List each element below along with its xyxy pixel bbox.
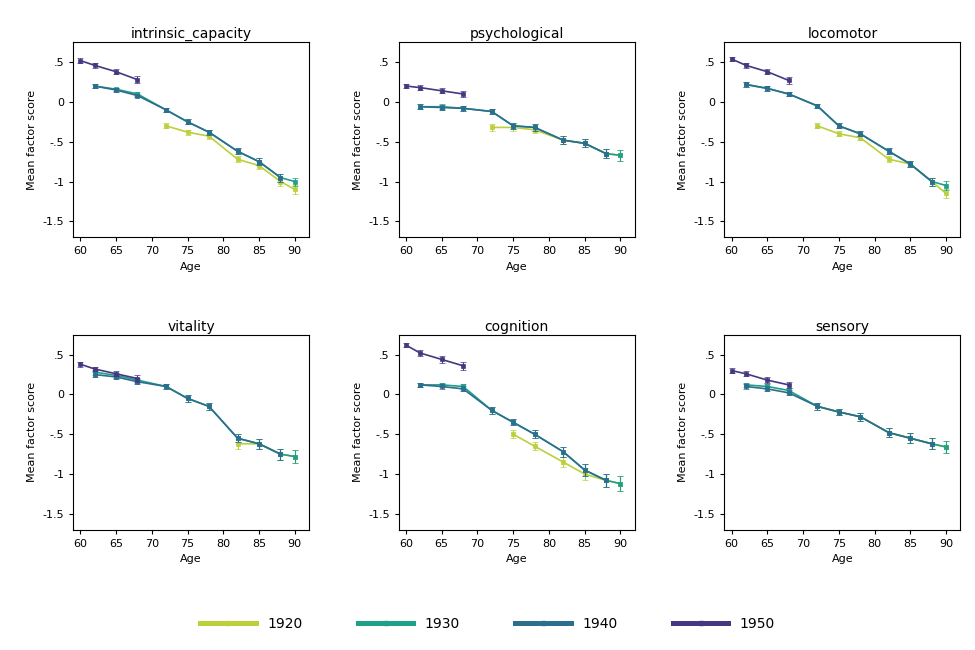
- Title: sensory: sensory: [815, 320, 870, 333]
- Title: psychological: psychological: [470, 27, 564, 41]
- X-axis label: Age: Age: [832, 262, 853, 272]
- Title: cognition: cognition: [485, 320, 549, 333]
- X-axis label: Age: Age: [180, 554, 202, 564]
- Y-axis label: Mean factor score: Mean factor score: [27, 90, 37, 190]
- X-axis label: Age: Age: [180, 262, 202, 272]
- Y-axis label: Mean factor score: Mean factor score: [353, 382, 363, 482]
- Title: vitality: vitality: [168, 320, 214, 333]
- Y-axis label: Mean factor score: Mean factor score: [679, 90, 688, 190]
- Y-axis label: Mean factor score: Mean factor score: [353, 90, 363, 190]
- Title: intrinsic_capacity: intrinsic_capacity: [131, 27, 252, 41]
- X-axis label: Age: Age: [506, 262, 527, 272]
- X-axis label: Age: Age: [832, 554, 853, 564]
- Title: locomotor: locomotor: [807, 27, 878, 41]
- X-axis label: Age: Age: [506, 554, 527, 564]
- Y-axis label: Mean factor score: Mean factor score: [679, 382, 688, 482]
- Y-axis label: Mean factor score: Mean factor score: [27, 382, 37, 482]
- Legend: 1920, 1930, 1940, 1950: 1920, 1930, 1940, 1950: [195, 612, 780, 636]
